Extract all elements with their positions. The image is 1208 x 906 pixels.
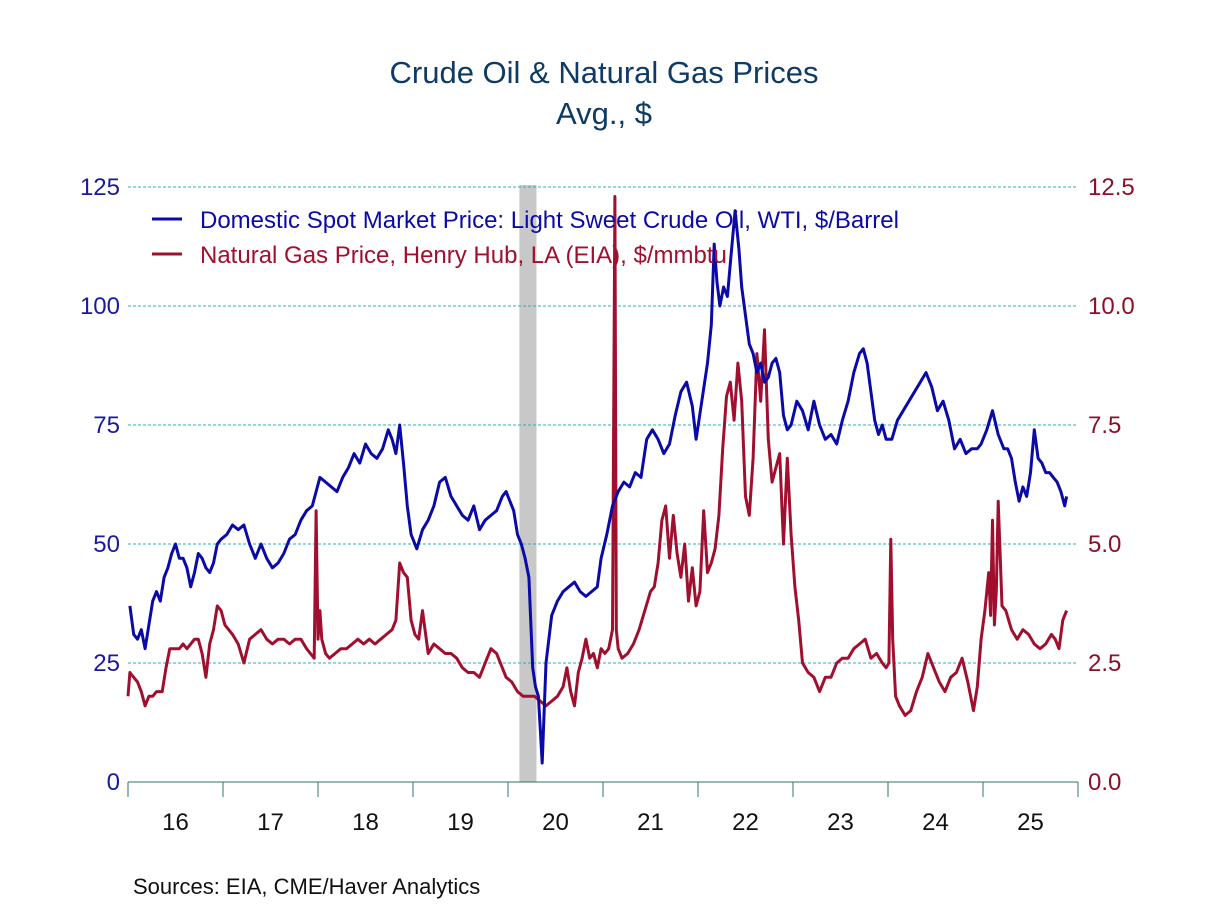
- y-left-tick-label: 75: [93, 412, 120, 439]
- x-tick-label: 18: [352, 809, 379, 836]
- chart-subtitle: Avg., $: [556, 96, 652, 131]
- y-left-tick-label: 50: [93, 531, 120, 558]
- y-right-tick-label: 12.5: [1088, 174, 1135, 201]
- x-tick-label: 23: [827, 809, 854, 836]
- y-right-tick-label: 2.5: [1088, 650, 1121, 677]
- source-note: Sources: EIA, CME/Haver Analytics: [133, 874, 481, 899]
- legend-label-gas: Natural Gas Price, Henry Hub, LA (EIA), …: [200, 242, 727, 269]
- series-line-natural-gas: [126, 195, 1068, 717]
- x-tick-label: 17: [257, 809, 284, 836]
- series-line-crude-oil: [128, 209, 1069, 765]
- chart-title: Crude Oil & Natural Gas Prices: [389, 55, 819, 90]
- y-left-tick-label: 25: [93, 650, 120, 677]
- x-tick-label: 21: [637, 809, 664, 836]
- x-tick-label: 20: [542, 809, 569, 836]
- recession-band: [519, 185, 537, 782]
- legend-label-oil: Domestic Spot Market Price: Light Sweet …: [200, 207, 899, 234]
- y-left-tick-label: 125: [80, 174, 120, 201]
- y-right-tick-label: 0.0: [1088, 769, 1121, 796]
- x-tick-label: 22: [732, 809, 759, 836]
- x-tick-label: 25: [1017, 809, 1044, 836]
- y-left-tick-label: 0: [107, 769, 120, 796]
- y-right-tick-label: 10.0: [1088, 293, 1135, 320]
- y-right-tick-label: 7.5: [1088, 412, 1121, 439]
- y-right-tick-label: 5.0: [1088, 531, 1121, 558]
- x-tick-label: 24: [922, 809, 949, 836]
- x-tick-label: 19: [447, 809, 474, 836]
- y-left-tick-label: 100: [80, 293, 120, 320]
- x-tick-label: 16: [162, 809, 189, 836]
